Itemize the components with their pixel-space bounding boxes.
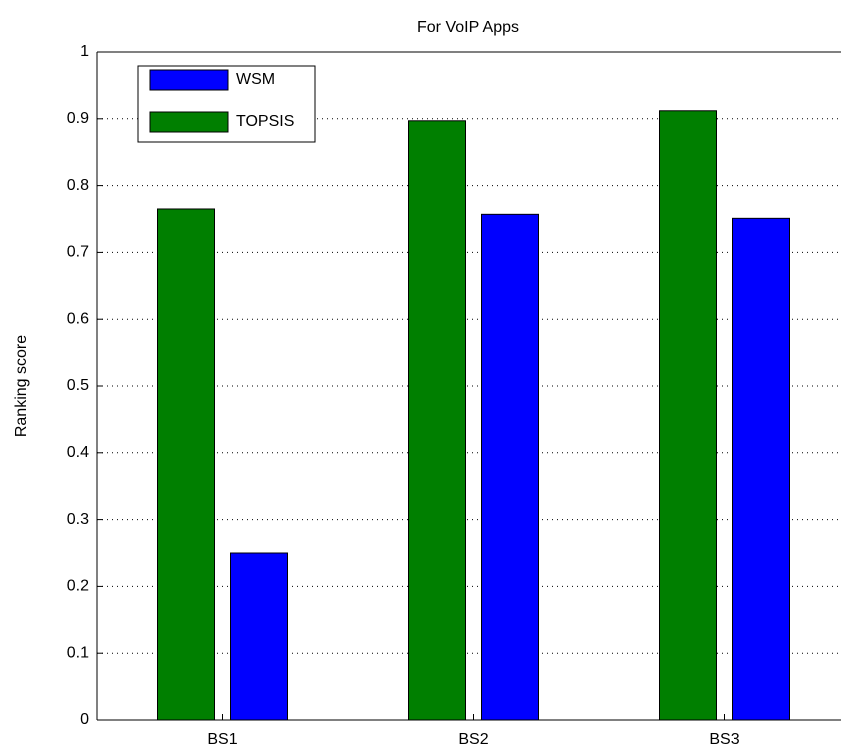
x-tick-label: BS1 bbox=[207, 731, 237, 748]
y-tick-label: 0.9 bbox=[67, 110, 89, 127]
legend-label: WSM bbox=[236, 71, 275, 88]
chart-title: For VoIP Apps bbox=[417, 19, 519, 36]
y-tick-label: 0 bbox=[80, 711, 89, 728]
y-axis-label: Ranking score bbox=[13, 335, 30, 437]
y-tick-label: 0.1 bbox=[67, 644, 89, 661]
bar bbox=[157, 208, 215, 721]
bar bbox=[230, 552, 288, 721]
bar bbox=[481, 213, 539, 721]
bar bbox=[732, 217, 790, 721]
y-tick-label: 1 bbox=[80, 43, 89, 60]
bar bbox=[659, 110, 717, 721]
bar bbox=[408, 120, 466, 721]
x-tick-label: BS3 bbox=[709, 731, 739, 748]
y-tick-label: 0.4 bbox=[67, 444, 89, 461]
legend-swatch bbox=[149, 69, 229, 91]
y-tick-label: 0.3 bbox=[67, 511, 89, 528]
y-tick-label: 0.7 bbox=[67, 244, 89, 261]
legend-swatch bbox=[149, 111, 229, 133]
y-tick-label: 0.6 bbox=[67, 310, 89, 327]
y-tick-label: 0.2 bbox=[67, 578, 89, 595]
y-tick-label: 0.8 bbox=[67, 177, 89, 194]
legend: WSM TOPSIS bbox=[137, 65, 316, 143]
legend-label: TOPSIS bbox=[236, 113, 294, 130]
y-tick-label: 0.5 bbox=[67, 377, 89, 394]
x-tick-label: BS2 bbox=[458, 731, 488, 748]
